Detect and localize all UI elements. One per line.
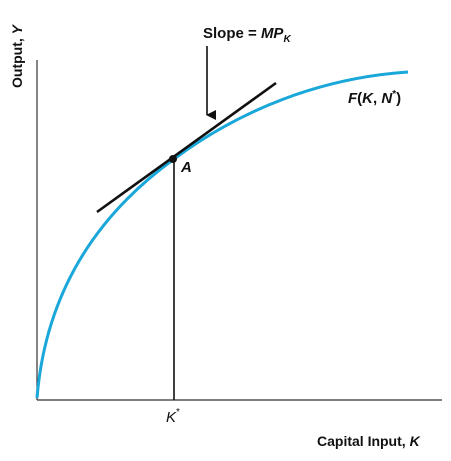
tangent-line (96, 81, 277, 214)
slope-label: Slope = MPK (203, 25, 291, 45)
k-star-label: K* (166, 407, 180, 426)
y-axis-label: Output, Y (9, 23, 25, 88)
x-axis-label: Capital Input, K (317, 433, 421, 449)
curve-label: F(K, N*) (348, 89, 401, 107)
point-marker-icon (169, 155, 177, 163)
point-a-label: A (180, 159, 192, 176)
